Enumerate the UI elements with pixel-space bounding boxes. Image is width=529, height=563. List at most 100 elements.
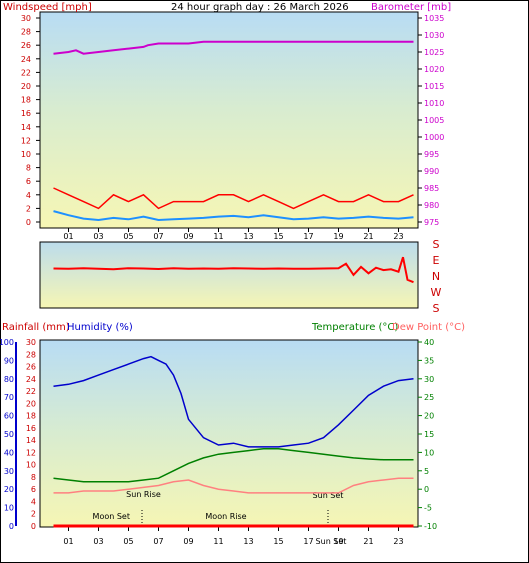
hour-tick-label: 19: [333, 537, 343, 546]
rainfall-tick-label: 30: [26, 338, 36, 347]
rainfall-tick-label: 20: [26, 399, 36, 408]
wind-direction-line: [53, 256, 414, 284]
hour-tick-label: 03: [93, 232, 103, 241]
barometer-axis-ticks: 975 980 985 990 995 1000 1005 1010 1015 1020 1025 1…: [418, 14, 444, 227]
humidity-tick-label: 0: [9, 522, 14, 531]
rainfall-tick-label: 26: [26, 363, 36, 372]
temperature-tick-label: 20: [424, 412, 434, 421]
barometer-tick-label: 995: [424, 150, 439, 159]
temperature-tick-label: -5: [424, 504, 432, 513]
hour-tick-label: 23: [393, 232, 403, 241]
astronomy-annotation: Moon Set: [93, 512, 130, 521]
windspeed-tick-label: 20: [21, 82, 31, 91]
windspeed-tick-label: 30: [21, 14, 31, 23]
hour-tick-label: 15: [273, 537, 283, 546]
barometer-tick-label: 990: [424, 167, 439, 176]
astronomy-annotation: Sun Set: [316, 537, 347, 546]
hour-tick-label: 07: [153, 537, 163, 546]
rainfall-tick-label: 24: [26, 375, 36, 384]
rainfall-tick-label: 0: [31, 522, 36, 531]
direction-tick-label: S: [433, 238, 440, 251]
direction-tick-label: E: [433, 254, 440, 267]
barometer-tick-label: 975: [424, 218, 439, 227]
windspeed-tick-label: 16: [21, 109, 31, 118]
hour-tick-label: 11: [213, 537, 223, 546]
windspeed-tick-label: 8: [26, 164, 31, 173]
hour-tick-label: 15: [273, 232, 283, 241]
hour-tick-label: 13: [243, 232, 253, 241]
wind-gust-line: [53, 187, 414, 210]
temperature-line: [53, 447, 414, 483]
windspeed-tick-label: 14: [21, 123, 31, 132]
hour-tick-label: 17: [303, 232, 313, 241]
hour-tick-label: 11: [213, 232, 223, 241]
rainfall-axis-label: Rainfall (mm): [2, 322, 70, 333]
barometer-tick-label: 1000: [424, 133, 444, 142]
barometer-tick-label: 1015: [424, 82, 444, 91]
humidity-tick-label: 100: [0, 338, 14, 347]
rainfall-tick-label: 12: [26, 448, 36, 457]
windspeed-tick-label: 4: [26, 191, 31, 200]
temperature-tick-label: 25: [424, 393, 434, 402]
hour-tick-label: 17: [303, 537, 313, 546]
windspeed-tick-label: 2: [26, 204, 31, 213]
windspeed-tick-label: 6: [26, 177, 31, 186]
temperature-tick-label: 5: [424, 467, 429, 476]
rainfall-tick-label: 4: [31, 497, 36, 506]
temp-humidity-plot-area: [39, 339, 419, 528]
barometer-line: [53, 40, 414, 55]
temperature-tick-label: 35: [424, 356, 434, 365]
humidity-tick-label: 60: [4, 412, 14, 421]
temp-humidity-series: [53, 355, 414, 528]
temperature-tick-label: 40: [424, 338, 434, 347]
wind-baro-plot-area: [39, 11, 419, 229]
direction-tick-label: W: [431, 286, 442, 299]
astronomy-annotation: Sun Rise: [126, 490, 161, 499]
temperature-tick-label: -10: [424, 522, 437, 531]
hour-tick-label: 13: [243, 537, 253, 546]
windspeed-axis-label: Windspeed [mph]: [3, 2, 92, 13]
rainfall-tick-label: 18: [26, 412, 36, 421]
temperature-axis-ticks: -10 -5 0 5 10 15 20 25 30 35 40: [418, 338, 437, 531]
hour-tick-label: 07: [153, 232, 163, 241]
top-hour-axis: 01 03 05 07 09 11 13 15 17 19 21 23: [63, 228, 404, 241]
hour-tick-label: 05: [123, 232, 133, 241]
barometer-axis-label: Barometer [mb]: [371, 2, 451, 13]
humidity-tick-label: 10: [4, 504, 14, 513]
dewpoint-axis-label: Dew Point (°C): [392, 322, 465, 333]
humidity-tick-label: 50: [4, 430, 14, 439]
barometer-tick-label: 1025: [424, 48, 444, 57]
humidity-tick-label: 20: [4, 485, 14, 494]
rainfall-tick-label: 14: [26, 436, 36, 445]
wind-average-line: [53, 210, 414, 222]
barometer-tick-label: 985: [424, 184, 439, 193]
chart-title: 24 hour graph day : 26 March 2026: [171, 2, 349, 13]
hour-tick-label: 09: [183, 232, 193, 241]
wind-direction-plot-area: [39, 241, 419, 309]
barometer-tick-label: 980: [424, 201, 439, 210]
wind-direction-series: [53, 256, 414, 284]
temperature-axis-label: Temperature (°C): [311, 322, 398, 333]
windspeed-tick-label: 12: [21, 136, 31, 145]
temperature-tick-label: 0: [424, 485, 429, 494]
hour-tick-label: 01: [63, 537, 73, 546]
windspeed-tick-label: 0: [26, 218, 31, 227]
direction-tick-label: S: [433, 302, 440, 315]
windspeed-tick-label: 28: [21, 28, 31, 37]
windspeed-tick-label: 26: [21, 41, 31, 50]
windspeed-tick-label: 10: [21, 150, 31, 159]
temperature-tick-label: 15: [424, 430, 434, 439]
direction-tick-label: N: [432, 270, 440, 283]
astronomy-annotations: Moon Set Sun Rise Moon Rise Sun Set Sun Set: [93, 490, 347, 546]
bottom-hour-axis: 01 03 05 07 09 11 13 15 17 19 21 23: [63, 527, 404, 546]
rainfall-tick-label: 22: [26, 387, 36, 396]
hour-tick-label: 05: [123, 537, 133, 546]
windspeed-tick-label: 18: [21, 96, 31, 105]
windspeed-tick-label: 22: [21, 68, 31, 77]
rainfall-tick-label: 16: [26, 424, 36, 433]
hour-tick-label: 01: [63, 232, 73, 241]
